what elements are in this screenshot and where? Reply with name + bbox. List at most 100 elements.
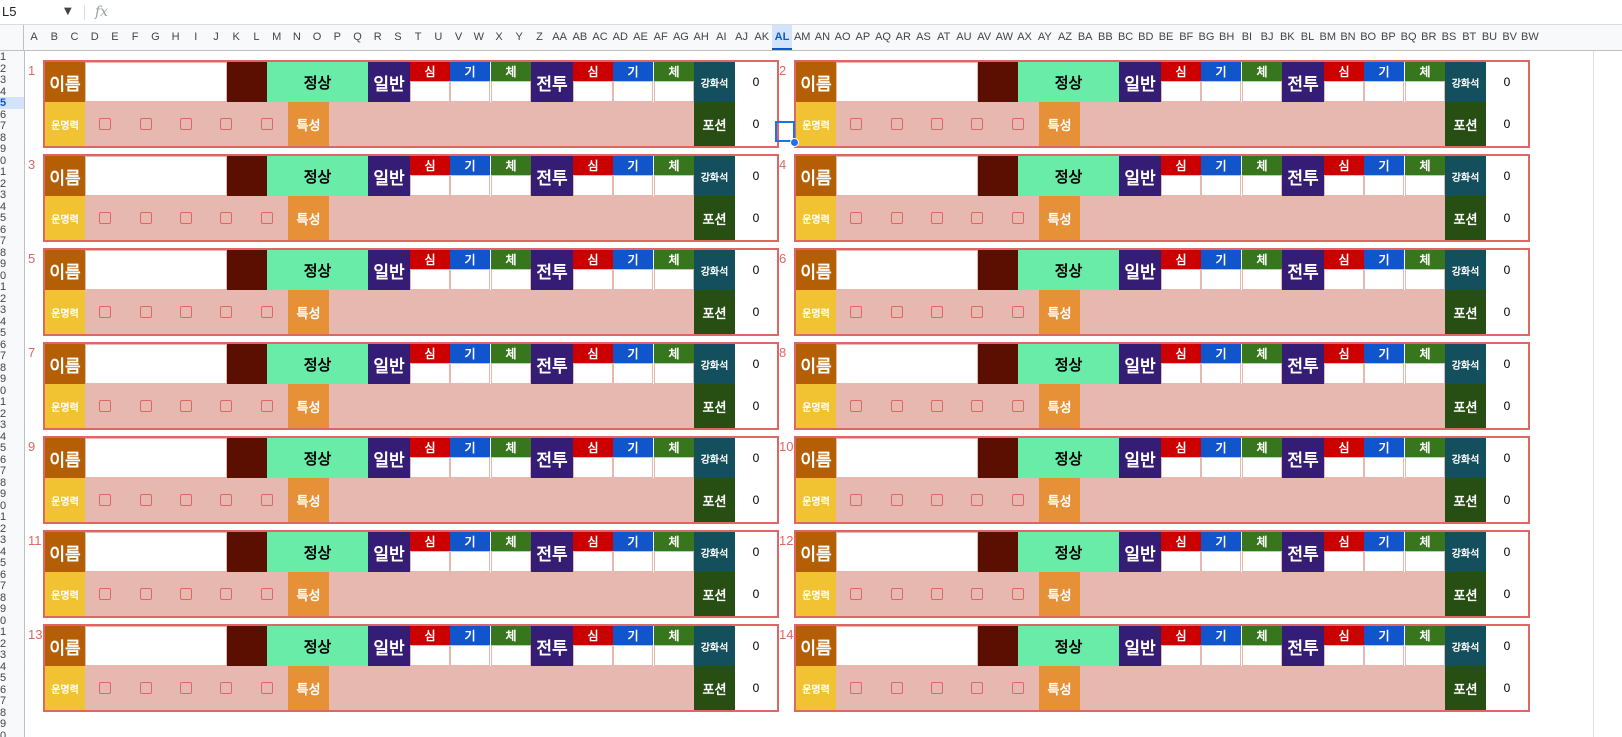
row-header[interactable]: 4 [0, 430, 7, 443]
general-body-value[interactable] [491, 81, 531, 102]
general-mind-value[interactable] [410, 175, 450, 196]
enhance-stone-value[interactable]: 0 [735, 438, 777, 478]
row-header[interactable]: 3 [0, 534, 7, 546]
status-dropdown[interactable]: 정상 [267, 438, 368, 478]
combat-mind-value[interactable] [573, 645, 613, 666]
row-header[interactable]: 3 [0, 304, 7, 316]
column-header[interactable]: Z [536, 31, 543, 43]
column-header[interactable]: BC [1117, 31, 1134, 43]
fate-checkbox[interactable] [931, 118, 943, 130]
combat-energy-value[interactable] [613, 645, 653, 666]
status-dropdown[interactable]: 정상 [267, 250, 368, 290]
fate-checkbox[interactable] [931, 212, 943, 224]
general-body-value[interactable] [1242, 645, 1282, 666]
name-input[interactable] [836, 156, 978, 196]
row-header[interactable]: 0 [0, 154, 7, 167]
combat-mind-value[interactable] [1324, 457, 1364, 478]
row-header[interactable]: 1 [0, 281, 7, 293]
column-header[interactable]: AV [977, 31, 992, 43]
status-dropdown[interactable]: 정상 [267, 626, 368, 666]
general-body-value[interactable] [491, 645, 531, 666]
column-header[interactable]: Q [353, 31, 362, 43]
potion-value[interactable]: 0 [1486, 478, 1528, 522]
fate-checkbox[interactable] [140, 494, 152, 506]
enhance-stone-value[interactable]: 0 [1486, 438, 1528, 478]
fate-checkbox[interactable] [220, 588, 232, 600]
column-header[interactable]: G [151, 31, 160, 43]
row-header[interactable]: 7 [0, 350, 7, 362]
name-input[interactable] [836, 532, 978, 572]
fate-checkbox[interactable] [1012, 212, 1024, 224]
enhance-stone-value[interactable]: 0 [735, 62, 777, 102]
fate-checkbox[interactable] [891, 588, 903, 600]
column-header[interactable]: Y [515, 31, 523, 43]
fate-checkbox[interactable] [891, 494, 903, 506]
fate-checkbox[interactable] [850, 682, 862, 694]
general-energy-value[interactable] [1201, 645, 1241, 666]
general-energy-value[interactable] [1201, 551, 1241, 572]
general-body-value[interactable] [1242, 269, 1282, 290]
column-header[interactable]: BK [1279, 31, 1295, 43]
general-energy-value[interactable] [450, 81, 490, 102]
row-header[interactable]: 0 [0, 269, 7, 282]
column-header[interactable]: BT [1462, 31, 1477, 43]
row-header[interactable]: 9 [0, 258, 7, 270]
enhance-stone-value[interactable]: 0 [735, 626, 777, 666]
column-header[interactable]: A [30, 31, 38, 43]
row-header[interactable]: 1 [0, 51, 7, 63]
combat-energy-value[interactable] [1364, 457, 1404, 478]
column-header[interactable]: BU [1481, 31, 1498, 43]
trait-input[interactable] [1080, 384, 1445, 428]
column-header[interactable]: AI [716, 31, 727, 43]
general-body-value[interactable] [491, 551, 531, 572]
general-energy-value[interactable] [1201, 81, 1241, 102]
column-header[interactable]: U [434, 31, 443, 43]
combat-body-value[interactable] [1405, 551, 1445, 572]
row-header[interactable]: 3 [0, 189, 7, 201]
fate-checkbox[interactable] [971, 118, 983, 130]
general-energy-value[interactable] [450, 551, 490, 572]
status-dropdown[interactable]: 정상 [267, 532, 368, 572]
combat-body-value[interactable] [654, 81, 694, 102]
combat-energy-value[interactable] [613, 551, 653, 572]
general-energy-value[interactable] [1201, 269, 1241, 290]
combat-body-value[interactable] [654, 551, 694, 572]
column-header[interactable]: AD [612, 31, 628, 43]
combat-energy-value[interactable] [613, 363, 653, 384]
fate-checkbox[interactable] [971, 494, 983, 506]
row-header[interactable]: 9 [0, 373, 7, 385]
enhance-stone-value[interactable]: 0 [1486, 344, 1528, 384]
column-header[interactable]: BJ [1260, 31, 1274, 43]
fate-checkbox[interactable] [140, 118, 152, 130]
fate-checkbox[interactable] [220, 118, 232, 130]
row-header[interactable]: 8 [0, 476, 7, 489]
row-header[interactable]: 6 [0, 453, 7, 466]
combat-mind-value[interactable] [1324, 551, 1364, 572]
fate-checkbox[interactable] [261, 118, 273, 130]
row-header[interactable]: 2 [0, 407, 7, 420]
combat-body-value[interactable] [654, 457, 694, 478]
column-header[interactable]: F [131, 31, 139, 43]
potion-value[interactable]: 0 [735, 384, 777, 428]
enhance-stone-value[interactable]: 0 [1486, 250, 1528, 290]
column-header[interactable]: C [70, 31, 79, 43]
column-header[interactable]: S [394, 31, 402, 43]
column-header[interactable]: AY [1037, 31, 1052, 43]
fate-checkbox[interactable] [891, 212, 903, 224]
general-mind-value[interactable] [410, 363, 450, 384]
general-mind-value[interactable] [410, 457, 450, 478]
fate-checkbox[interactable] [971, 682, 983, 694]
trait-input[interactable] [329, 290, 694, 334]
fate-checkbox[interactable] [180, 212, 192, 224]
column-header[interactable]: K [232, 31, 240, 43]
potion-value[interactable]: 0 [1486, 290, 1528, 334]
status-dropdown[interactable]: 정상 [267, 62, 368, 102]
trait-input[interactable] [1080, 666, 1445, 710]
column-header[interactable]: AS [916, 31, 931, 43]
fate-checkbox[interactable] [850, 118, 862, 130]
column-header[interactable]: AR [895, 31, 911, 43]
fate-checkbox[interactable] [891, 400, 903, 412]
row-header[interactable]: 7 [0, 235, 7, 247]
trait-input[interactable] [329, 384, 694, 428]
column-header[interactable]: AA [552, 31, 567, 43]
